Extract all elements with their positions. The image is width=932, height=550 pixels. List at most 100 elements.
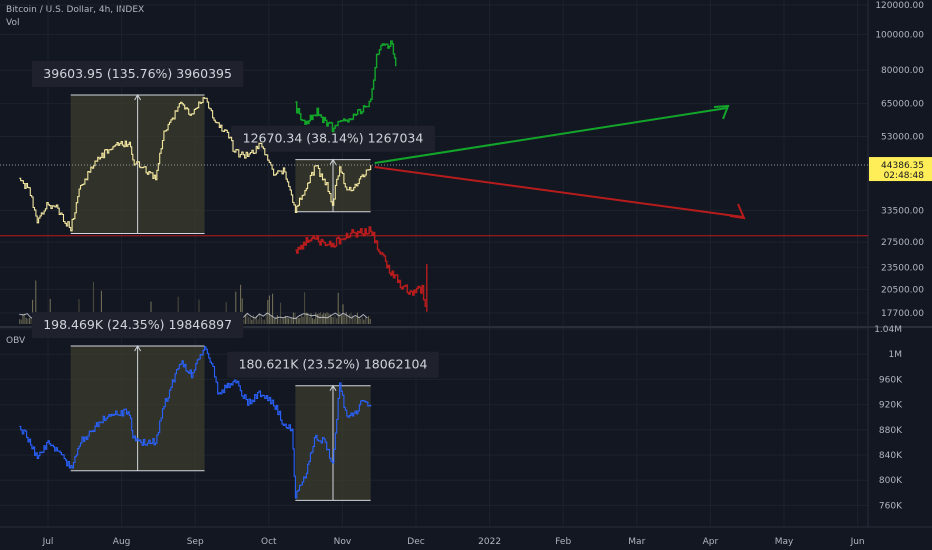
volume-bar [283, 318, 285, 324]
volume-bar [368, 316, 370, 324]
volume-bar [334, 315, 336, 324]
volume-bar [361, 316, 363, 324]
price-axis[interactable]: 120000.00 100000.00 80000.00 65000.00 53000.… [869, 1, 932, 319]
time-tick-label: Apr [703, 537, 719, 547]
volume-bar [248, 317, 250, 324]
bull-projection-line [295, 40, 397, 133]
volume-bar [24, 313, 26, 324]
volume-bar [320, 312, 322, 324]
volume-bar [329, 314, 331, 324]
volume-bar [312, 318, 314, 324]
volume-bar [297, 318, 299, 324]
volume-bar [355, 317, 357, 324]
volume-bar [360, 318, 362, 324]
obv-tick-label: 1M [889, 350, 903, 360]
time-tick-label: Aug [113, 537, 131, 547]
time-tick-label: Mar [628, 537, 645, 547]
volume-bar [332, 317, 334, 324]
price-measure-2-label: 12670.34 (38.14%) 1267034 [243, 131, 424, 146]
volume-bar [315, 312, 317, 324]
volume-bar [299, 317, 301, 324]
bear-projection-line [295, 226, 428, 312]
volume-bar [78, 299, 80, 324]
volume-bar [288, 318, 290, 324]
volume-bar [296, 317, 298, 324]
volume-bar [345, 312, 347, 324]
volume-bar [313, 319, 315, 324]
current-price-badge [869, 157, 932, 182]
volume-bar [268, 295, 270, 324]
price-tick-label: 100000.00 [875, 30, 924, 40]
obv-measure-1-label-bg [31, 312, 244, 339]
volume-bar [328, 313, 330, 324]
price-tick-label: 17700.00 [881, 309, 924, 319]
overlays [0, 164, 868, 237]
volume-bar [32, 299, 34, 324]
volume-bar [25, 317, 27, 324]
volume-bar [321, 314, 323, 324]
time-tick-label: Dec [407, 537, 424, 547]
volume-bar [324, 313, 326, 324]
volume-bar [358, 318, 360, 324]
volume-bar [344, 314, 346, 324]
obv-tick-label: 1.04M [874, 325, 902, 335]
bull-arrow-head [713, 104, 730, 120]
obv-measure-1-label: 198.469K (24.35%) 19846897 [43, 317, 232, 332]
volume-bar [235, 291, 237, 324]
bear-arrow-head [729, 203, 746, 220]
time-tick-label: Jun [850, 537, 865, 547]
volume-bar [27, 318, 29, 324]
volume-bar [331, 316, 333, 324]
volume-bar [337, 292, 339, 324]
volume-bar [28, 317, 30, 324]
volume-bar [289, 318, 291, 324]
volume-bar [254, 318, 256, 324]
volume-bar [249, 317, 251, 324]
time-axis[interactable]: Jul Aug Sep Oct Nov Dec 2022 Feb Mar Apr May Jun [0, 526, 932, 547]
countdown-timer: 02:48:48 [884, 171, 925, 181]
obv-tick-label: 880K [879, 426, 903, 436]
volume-bar [342, 304, 344, 324]
bear-arrow-shaft [374, 166, 744, 218]
volume-bar [35, 280, 37, 324]
volume-bar [30, 318, 32, 324]
obv-axis[interactable]: 1.04M 1M 960K 920K 880K 840K 800K 760K [874, 325, 903, 511]
volume-bar [286, 317, 288, 324]
volume-bar [300, 315, 302, 324]
volume-bar [252, 314, 254, 324]
volume-bar [198, 299, 200, 324]
volume-bar [316, 314, 318, 324]
volume-bar [246, 314, 248, 324]
volume-bar [275, 316, 277, 324]
volume-bar [265, 312, 267, 324]
volume-bar [356, 312, 358, 324]
volume-bar [260, 316, 262, 324]
obv-line [19, 346, 372, 499]
obv-tick-label: 760K [879, 501, 903, 511]
volume-bar [259, 313, 261, 324]
price-tick-label: 80000.00 [881, 66, 924, 76]
volume-bar [340, 315, 342, 324]
price-tick-label: 53000.00 [881, 133, 924, 143]
volume-bar [339, 312, 341, 324]
bull-arrow-shaft [374, 107, 728, 165]
projections [295, 40, 746, 312]
price-measure-2-range-arrow [329, 158, 337, 165]
volume-bar [302, 316, 304, 324]
volume-bar [276, 315, 278, 324]
time-tick-label: Oct [261, 537, 277, 547]
price-series [19, 97, 372, 232]
volume-bar [267, 299, 269, 324]
volume-bar [323, 312, 325, 324]
volume-bar [291, 318, 293, 324]
volume-bar [353, 317, 355, 324]
volume-bar [352, 315, 354, 324]
price-measure-1-label-bg [31, 60, 244, 87]
volume-bar [177, 296, 179, 324]
price-tick-label: 65000.00 [881, 100, 924, 110]
volume-bar [244, 314, 246, 324]
volume-bar [19, 319, 21, 324]
volume-bar [307, 312, 309, 324]
obv-measure-2-label-bg [227, 351, 439, 378]
